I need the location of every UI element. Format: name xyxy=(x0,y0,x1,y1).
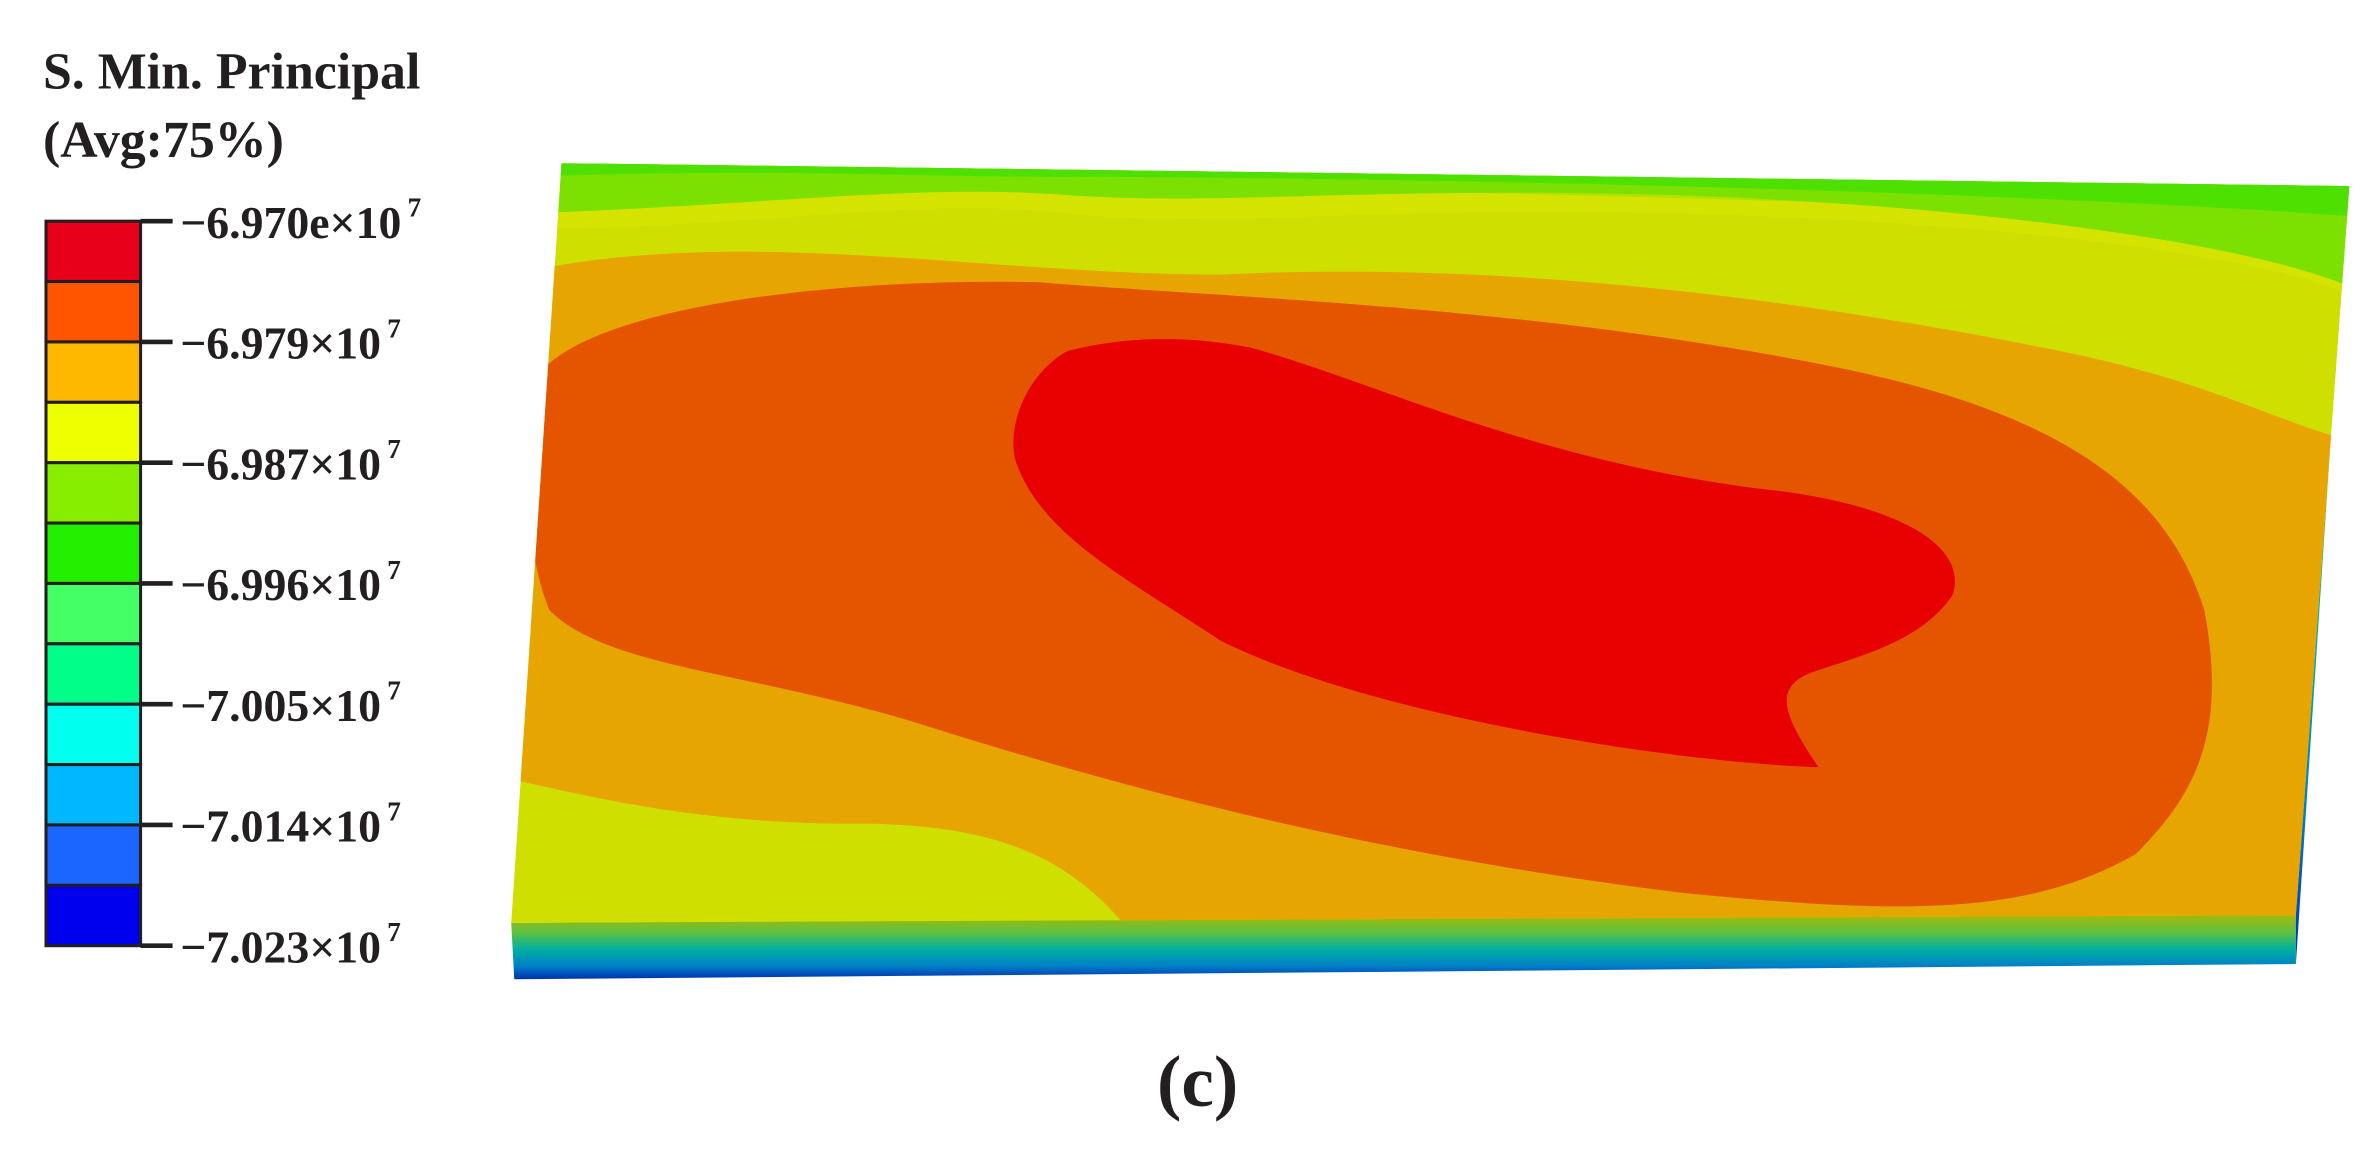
legend-label-exponent: 7 xyxy=(387,676,401,706)
legend-band xyxy=(44,581,143,646)
legend-label-exponent: 7 xyxy=(387,434,401,464)
legend-band xyxy=(44,763,143,827)
legend-label-text: −6.979×10 xyxy=(180,318,381,369)
legend-label-text: −7.005×10 xyxy=(180,680,381,731)
legend-band xyxy=(44,702,143,767)
legend-band xyxy=(44,461,143,525)
legend-band xyxy=(44,219,143,284)
legend: −6.970e×10 7−6.979×10 7−6.987×10 7−6.996×10… xyxy=(44,193,421,972)
legend-title-line: (Avg:75%) xyxy=(43,112,284,169)
legend-label: −6.987×10 7 xyxy=(180,434,401,489)
legend-label: −7.005×10 7 xyxy=(180,676,401,731)
legend-label: −6.970e×10 7 xyxy=(180,193,421,248)
legend-label: −6.996×10 7 xyxy=(180,555,401,610)
legend-label-text: −6.970e×10 xyxy=(180,197,401,248)
legend-label-exponent: 7 xyxy=(387,313,401,343)
legend-label-text: −6.996×10 xyxy=(180,559,381,610)
legend-title: S. Min. Principal (Avg:75%) xyxy=(43,43,420,169)
legend-label-exponent: 7 xyxy=(387,796,401,826)
contour-face xyxy=(511,163,2350,923)
legend-label-text: −7.014×10 xyxy=(180,801,381,852)
legend-label-text: −6.987×10 xyxy=(180,438,381,489)
legend-title-line: S. Min. Principal xyxy=(43,43,420,100)
legend-band xyxy=(44,883,143,948)
legend-band xyxy=(44,642,143,706)
contour xyxy=(1013,338,1955,768)
legend-label-exponent: 7 xyxy=(387,555,401,585)
legend-band xyxy=(44,400,143,465)
legend-label-text: −7.023×10 xyxy=(180,921,381,972)
model xyxy=(511,163,2350,980)
legend-label-exponent: 7 xyxy=(387,917,401,947)
legend-label: −6.979×10 7 xyxy=(180,313,401,368)
legend-band xyxy=(44,280,143,344)
legend-band xyxy=(44,340,143,404)
legend-label-exponent: 7 xyxy=(407,193,421,223)
legend-band xyxy=(44,823,143,887)
model-side xyxy=(511,912,2296,980)
legend-label: −7.014×10 7 xyxy=(180,796,401,851)
legend-band xyxy=(44,521,143,585)
legend-label: −7.023×10 7 xyxy=(180,917,401,972)
caption: (c) xyxy=(1157,1041,1238,1122)
